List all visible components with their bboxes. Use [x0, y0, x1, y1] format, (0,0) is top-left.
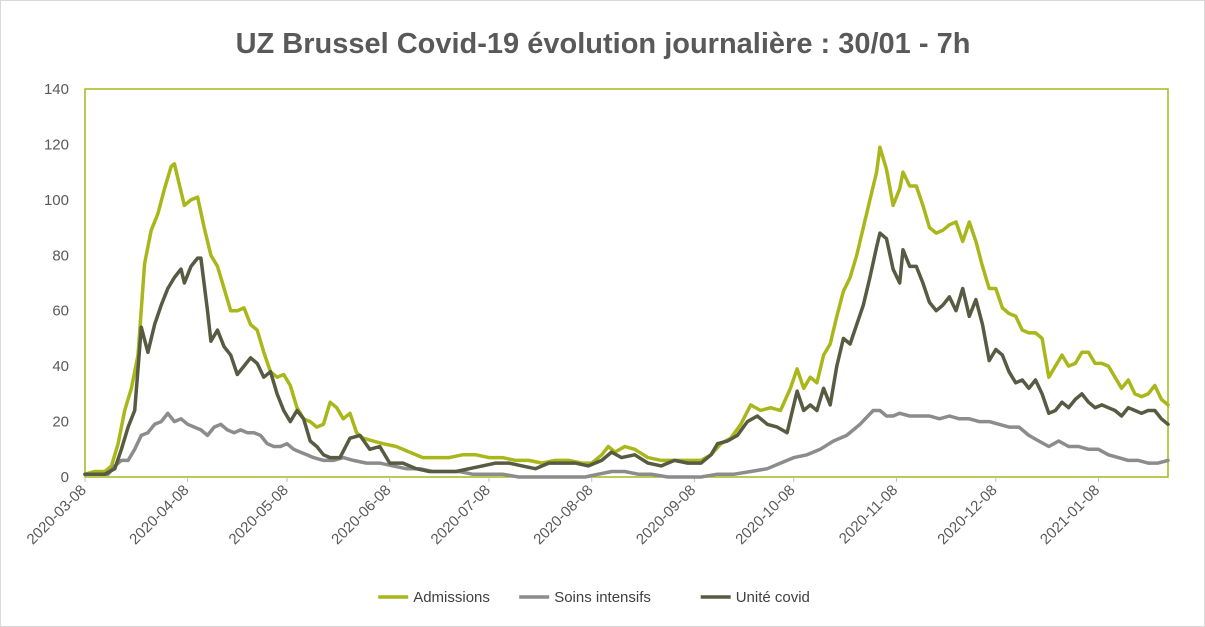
y-tick-label: 40: [52, 358, 69, 375]
series-line: [83, 408, 1170, 479]
y-tick-label: 140: [44, 81, 69, 98]
y-axis: 0 20 40 60 80 100 120 140: [44, 81, 69, 486]
plot-area: [84, 88, 1169, 478]
x-tick-label: 2020-03-08: [24, 482, 90, 548]
y-tick-label: 60: [52, 303, 69, 320]
series-lines: [83, 145, 1170, 479]
x-tick-label: 2020-10-08: [732, 482, 798, 548]
x-tick-label: 2020-05-08: [226, 482, 292, 548]
series-line: [83, 231, 1170, 476]
y-tick-label: 120: [44, 136, 69, 153]
y-tick-label: 80: [52, 247, 69, 264]
x-tick-label: 2020-06-08: [328, 482, 394, 548]
legend-label: Unité covid: [736, 589, 810, 606]
legend: Admissions Soins intensifs Unité covid: [378, 589, 810, 606]
x-tick-label: 2020-07-08: [428, 482, 494, 548]
x-tick-label: 2020-11-08: [836, 482, 901, 547]
legend-label: Admissions: [413, 589, 490, 606]
x-tick-label: 2020-09-08: [633, 482, 699, 548]
y-tick-label: 0: [61, 469, 69, 486]
x-tick-label: 2020-08-08: [530, 482, 596, 548]
legend-label: Soins intensifs: [554, 589, 651, 606]
x-axis: 2020-03-08 2020-04-08 2020-05-08 2020-06-08…: [24, 477, 1103, 548]
y-tick-label: 20: [52, 414, 69, 431]
y-tick-label: 100: [44, 192, 69, 209]
x-tick-label: 2021-01-08: [1037, 482, 1103, 548]
chart-title: UZ Brussel Covid-19 évolution journalièr…: [236, 28, 971, 60]
x-tick-label: 2020-04-08: [126, 482, 192, 548]
x-tick-label: 2020-12-08: [934, 482, 1000, 548]
